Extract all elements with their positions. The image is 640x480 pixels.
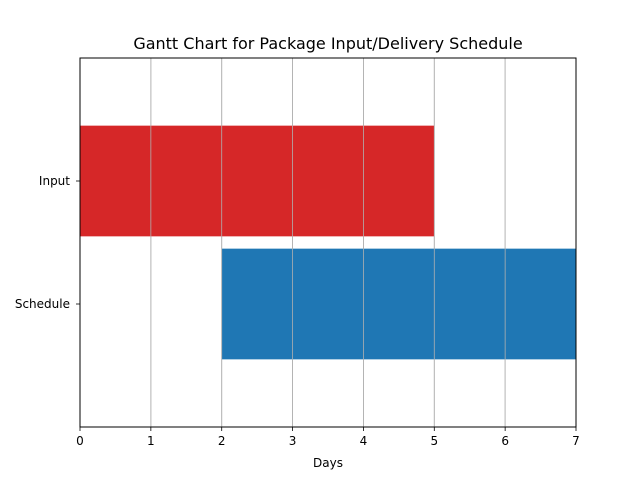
gantt-bar-input	[80, 125, 435, 237]
x-tick-label: 3	[289, 434, 297, 448]
x-tick-label: 4	[360, 434, 368, 448]
x-tick-label: 0	[76, 434, 84, 448]
y-tick-label: Input	[39, 174, 70, 188]
x-tick-label: 1	[147, 434, 155, 448]
chart-title: Gantt Chart for Package Input/Delivery S…	[133, 34, 522, 53]
bars-layer	[79, 58, 577, 427]
x-tick-label: 7	[572, 434, 580, 448]
gantt-bar-schedule	[221, 248, 576, 360]
x-tick-label: 6	[501, 434, 509, 448]
x-ticks: 0 1 2 3 4 5 6 7	[76, 427, 580, 448]
y-ticks: Input Schedule	[15, 174, 80, 311]
grid-overlay	[79, 58, 577, 427]
x-tick-label: 5	[430, 434, 438, 448]
axes-frame	[79, 57, 577, 428]
x-axis-label: Days	[313, 456, 343, 470]
grid-layer	[79, 58, 577, 427]
x-tick-label: 2	[218, 434, 226, 448]
y-tick-label: Schedule	[15, 297, 70, 311]
